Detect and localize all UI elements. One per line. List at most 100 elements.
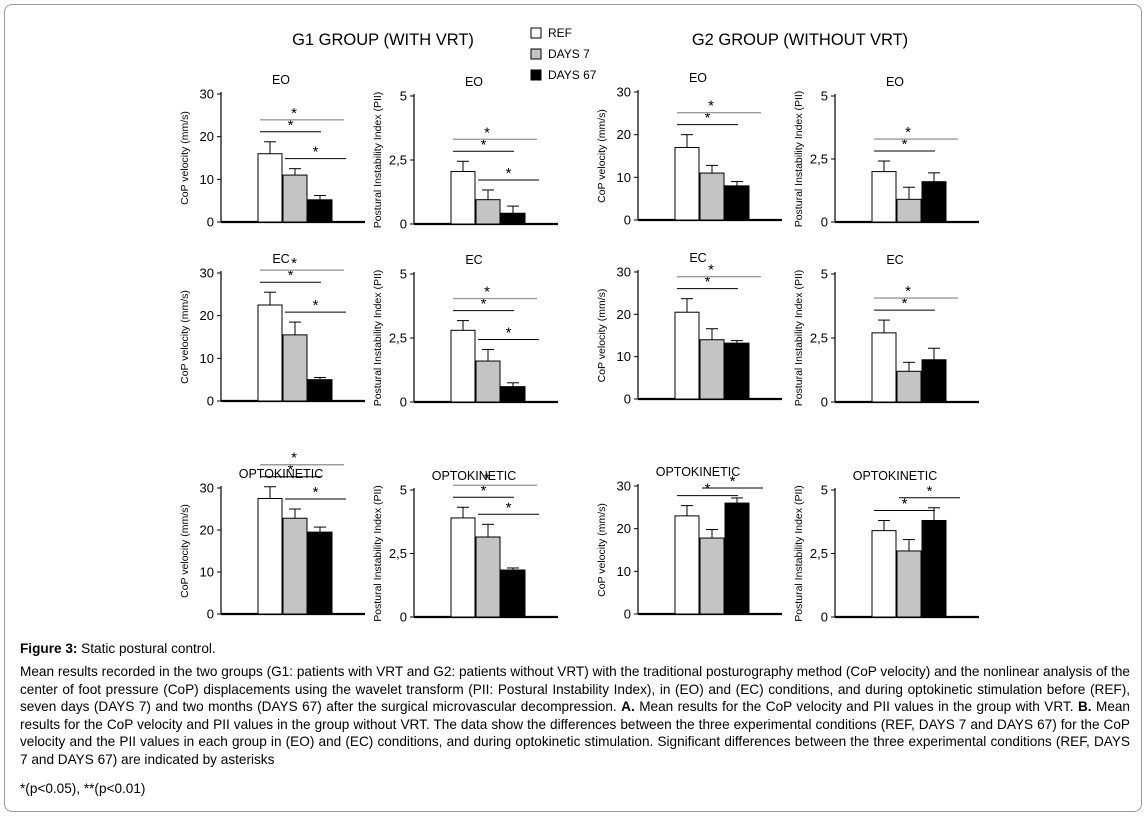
- bar: [871, 171, 897, 223]
- y-tick-label: 30: [200, 481, 214, 496]
- legend-swatch-days7: [530, 48, 542, 60]
- chart-panel: 0 10 20 30 EO CoP velocity (mm/s) **: [596, 71, 782, 228]
- panel-title: EC: [886, 253, 903, 267]
- significance-marker: *: [705, 110, 711, 127]
- y-tick-label: 0: [624, 607, 631, 622]
- y-tick-label: 10: [200, 565, 214, 580]
- bar: [450, 329, 476, 403]
- bar: [674, 311, 700, 400]
- bar: [500, 386, 526, 403]
- figure-frame: [4, 4, 1142, 812]
- chart-panel: 0 10 20 30 EC CoP velocity (mm/s) **: [596, 251, 782, 407]
- y-tick-label: 0: [624, 213, 631, 228]
- significance-marker: *: [902, 495, 908, 512]
- panel-title: EO: [689, 71, 707, 85]
- significance-marker: *: [484, 470, 490, 487]
- bar: [871, 530, 897, 618]
- panel-title: OPTOKINETIC: [656, 465, 741, 479]
- y-axis-label: CoP velocity (mm/s): [596, 109, 608, 203]
- bar: [257, 498, 283, 615]
- bar: [921, 359, 947, 403]
- panel-title: EO: [886, 75, 904, 89]
- chart-panel: 0 10 20 30 OPTOKINETIC CoP velocity (mm/s) * *: [596, 465, 782, 622]
- y-tick-label: 5: [821, 483, 828, 498]
- chart-panel: 0 2,5 5 EC Postural Instability Index (PII) *…: [793, 253, 979, 410]
- bar: [871, 332, 897, 403]
- chart-panel: 0 2,5 5 EC Postural Instability Index (PII) *…: [372, 253, 558, 410]
- significance-marker: *: [506, 499, 512, 516]
- y-tick-label: 5: [400, 483, 407, 498]
- y-tick-label: 20: [617, 127, 631, 142]
- bar: [282, 334, 308, 402]
- y-tick-label: 20: [617, 521, 631, 536]
- y-tick-label: 2,5: [389, 546, 407, 561]
- bar: [699, 172, 725, 221]
- y-tick-label: 30: [200, 266, 214, 281]
- significance-marker: *: [905, 283, 911, 300]
- y-tick-label: 2,5: [810, 152, 828, 167]
- y-tick-label: 2,5: [389, 153, 407, 168]
- bar: [475, 536, 501, 618]
- y-axis-label: CoP velocity (mm/s): [596, 503, 608, 597]
- legend-swatch-days67: [530, 69, 542, 81]
- y-tick-label: 2,5: [810, 331, 828, 346]
- significance-marker: *: [484, 124, 490, 141]
- significance-marker: *: [905, 124, 911, 141]
- panel-title: EC: [689, 251, 706, 265]
- significance-marker: *: [506, 165, 512, 182]
- bar: [450, 517, 476, 618]
- y-tick-label: 5: [400, 267, 407, 282]
- y-tick-label: 0: [821, 215, 828, 230]
- bar: [699, 537, 725, 615]
- y-axis-label: CoP velocity (mm/s): [179, 290, 191, 384]
- legend: REF DAYS 7 DAYS 67: [530, 26, 597, 82]
- group-title-g1: G1 GROUP (WITH VRT): [292, 31, 474, 49]
- y-tick-label: 2,5: [810, 546, 828, 561]
- y-tick-label: 0: [821, 610, 828, 625]
- caption-body-part: Mean results recorded in the two groups …: [20, 664, 1130, 714]
- significance-marker: *: [902, 295, 908, 312]
- panel-title: OPTOKINETIC: [432, 469, 517, 483]
- y-tick-label: 0: [400, 217, 407, 232]
- y-axis-label: Postural Instability Index (PII): [793, 91, 805, 228]
- panel-title: EO: [465, 75, 483, 89]
- y-tick-label: 10: [617, 170, 631, 185]
- significance-marker: *: [730, 473, 736, 490]
- bar: [475, 360, 501, 403]
- y-tick-label: 20: [200, 129, 214, 144]
- significance-marker: *: [481, 296, 487, 313]
- bar: [896, 198, 922, 223]
- significance-marker: *: [927, 483, 933, 500]
- legend-label-days7: DAYS 7: [548, 47, 590, 61]
- bar: [674, 515, 700, 615]
- bar: [724, 502, 750, 615]
- bar: [307, 379, 333, 402]
- significance-marker: *: [481, 136, 487, 153]
- panel-title: EC: [465, 253, 482, 267]
- bar: [921, 181, 947, 223]
- panel-title: OPTOKINETIC: [239, 467, 324, 481]
- y-tick-label: 10: [617, 564, 631, 579]
- y-axis-label: Postural Instability Index (PII): [793, 485, 805, 622]
- chart-panel: 0 2,5 5 EO Postural Instability Index (PII) *…: [793, 75, 979, 230]
- caption-title-bold: Figure 3:: [20, 641, 78, 656]
- y-tick-label: 0: [400, 395, 407, 410]
- y-axis-label: CoP velocity (mm/s): [179, 504, 191, 598]
- bar: [282, 517, 308, 615]
- figure-caption-footnote: *(p<0.05), **(p<0.01): [20, 781, 146, 796]
- legend-swatch-ref: [530, 27, 542, 39]
- bar: [450, 171, 476, 225]
- significance-marker: *: [708, 98, 714, 115]
- bar: [475, 199, 501, 225]
- bar: [307, 531, 333, 615]
- y-tick-label: 20: [617, 307, 631, 322]
- y-tick-label: 30: [617, 85, 631, 100]
- significance-marker: *: [481, 482, 487, 499]
- y-tick-label: 10: [200, 172, 214, 187]
- y-tick-label: 5: [400, 89, 407, 104]
- caption-body-part: Mean results for the CoP velocity and PI…: [20, 699, 1130, 767]
- caption-body-part: Mean results for the CoP velocity and PI…: [634, 699, 1078, 714]
- y-tick-label: 0: [207, 394, 214, 409]
